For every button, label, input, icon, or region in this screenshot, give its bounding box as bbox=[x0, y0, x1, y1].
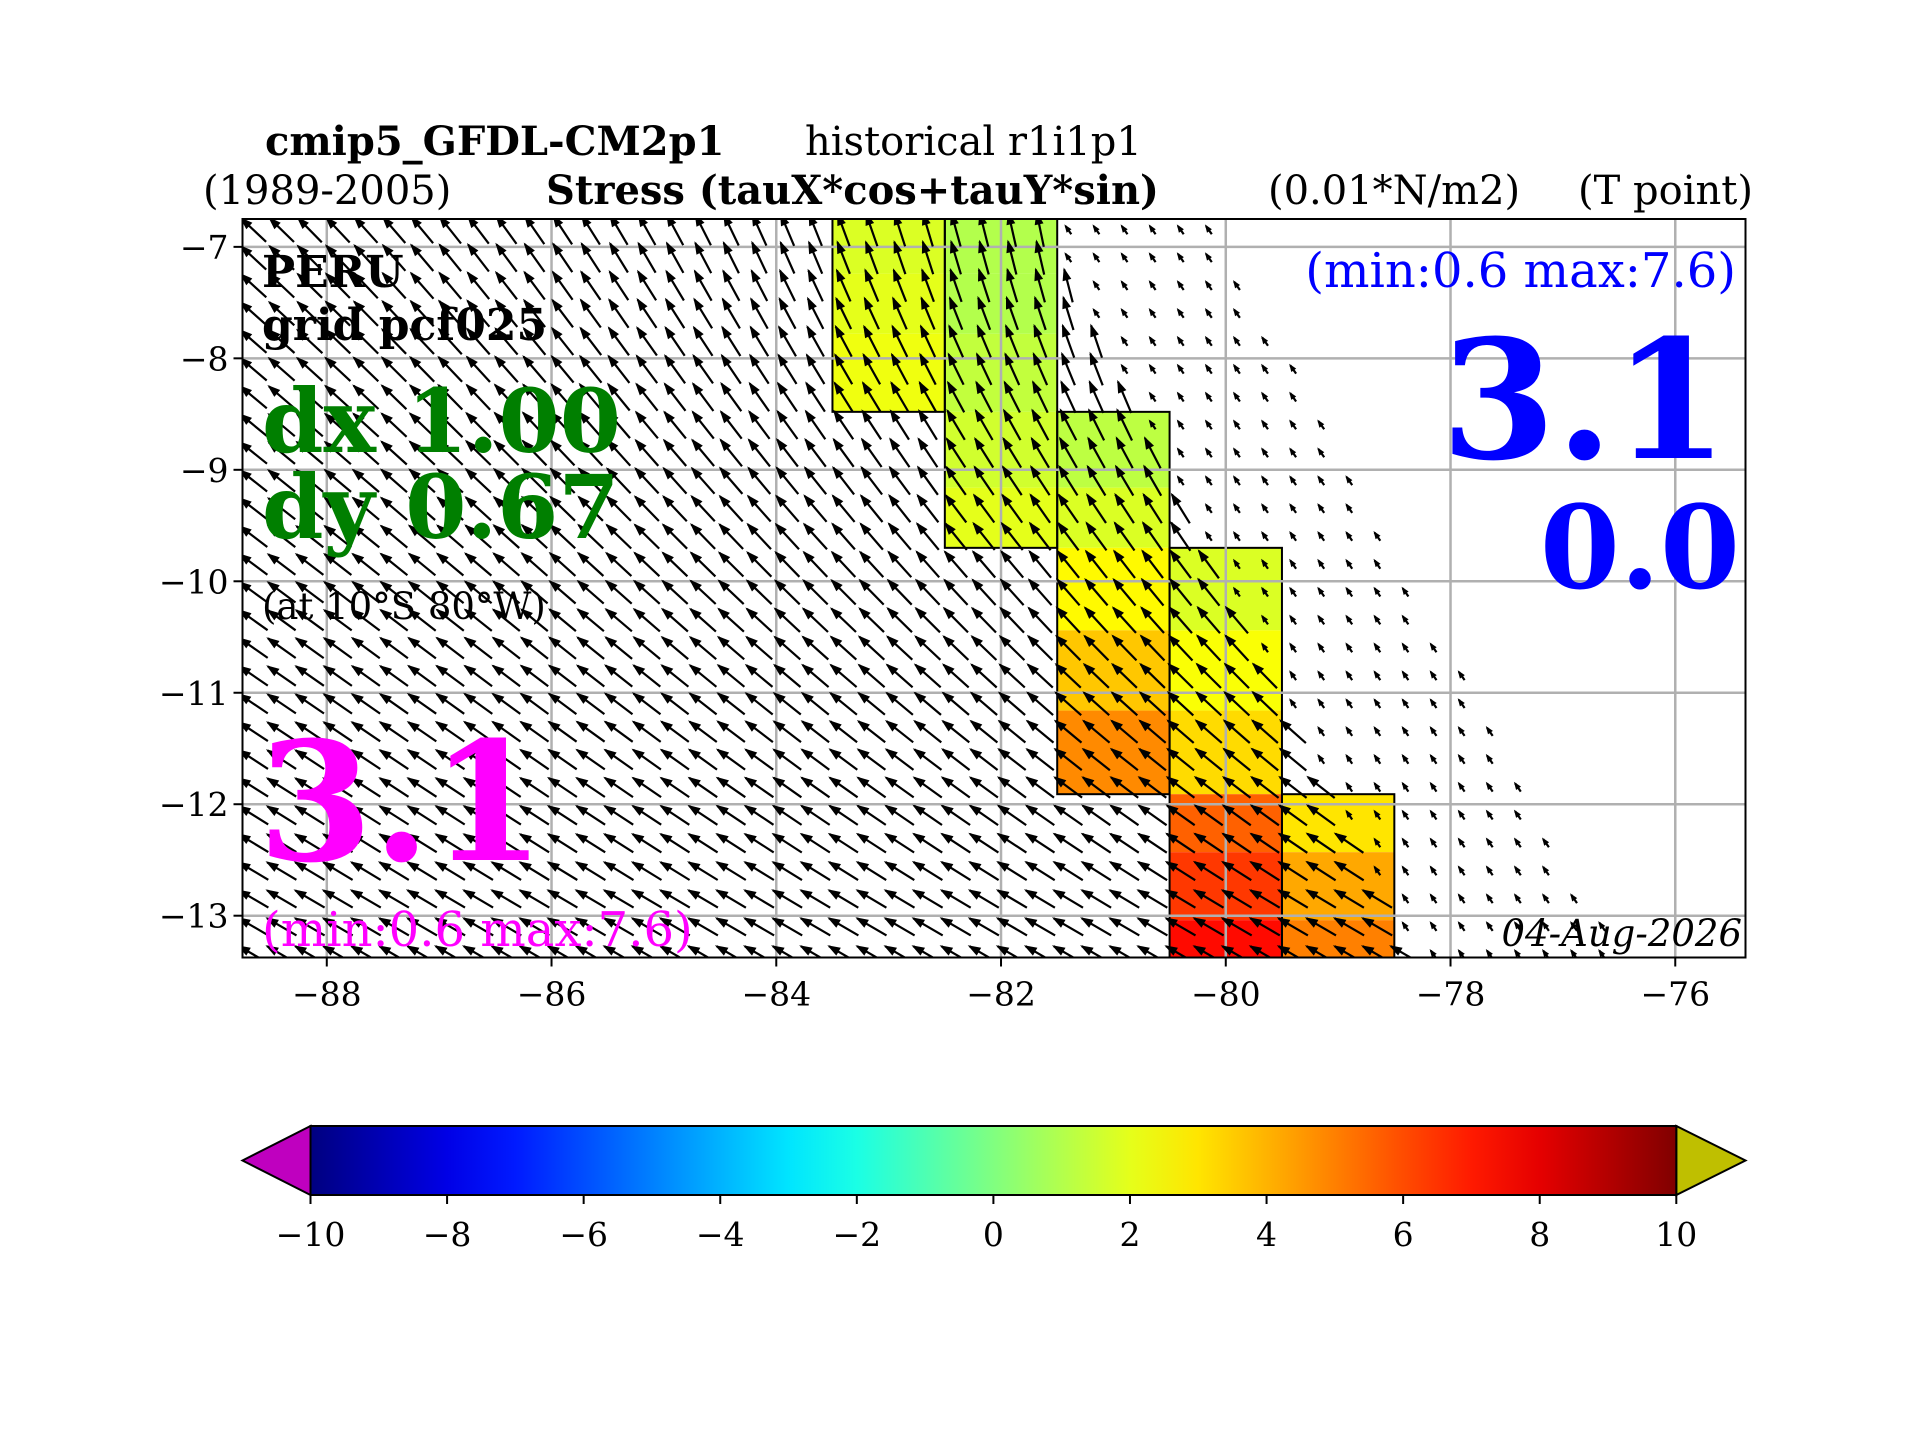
cell bbox=[832, 333, 945, 412]
overlay: −88 −86 −84 −82 −80 −78 −76−7−8−9−10−11−12−13P… bbox=[159, 218, 1748, 1254]
wind-arrow-heads bbox=[242, 219, 1606, 958]
date-label: 04-Aug-2026 bbox=[1502, 912, 1742, 955]
colorbar-tick-label: 8 bbox=[1529, 1215, 1550, 1254]
left-range: (min:0.6 max:7.6) bbox=[262, 902, 693, 958]
colorbar-tick-label: −4 bbox=[696, 1215, 745, 1254]
y-tick-label: −9 bbox=[180, 451, 229, 490]
title-units: (0.01*N/m2) bbox=[1268, 168, 1520, 214]
y-tick-label: −10 bbox=[159, 562, 229, 601]
colorbar-tick-label: 6 bbox=[1393, 1215, 1414, 1254]
title-variable: Stress (tauX*cos+tauY*sin) bbox=[546, 167, 1159, 214]
y-tick-label: −7 bbox=[180, 228, 229, 267]
colorbar-tick-label: −2 bbox=[832, 1215, 881, 1254]
plot-area bbox=[242, 219, 1746, 958]
x-tick-label: −82 bbox=[966, 975, 1036, 1014]
x-tick-label: −76 bbox=[1640, 975, 1710, 1014]
region-label: PERU bbox=[262, 247, 404, 298]
colorbar bbox=[309, 1125, 1678, 1196]
right-value-2: 0.0 bbox=[1540, 481, 1740, 616]
cell bbox=[1057, 547, 1170, 631]
x-tick-label: −86 bbox=[517, 975, 587, 1014]
x-tick-label: −80 bbox=[1191, 975, 1261, 1014]
y-tick-label: −13 bbox=[159, 897, 229, 936]
colorbar-tick-label: 0 bbox=[983, 1215, 1004, 1254]
left-value: 3.1 bbox=[258, 705, 545, 899]
cell bbox=[1057, 630, 1170, 711]
dy-label: dy 0.67 bbox=[262, 455, 620, 559]
x-tick-label: −88 bbox=[292, 975, 362, 1014]
title-period: (1989-2005) bbox=[203, 168, 451, 214]
y-tick-label: −12 bbox=[159, 785, 229, 824]
y-tick-label: −8 bbox=[180, 339, 229, 378]
dx-label: dx 1.00 bbox=[262, 369, 621, 473]
x-tick-label: −84 bbox=[741, 975, 811, 1014]
right-range: (min:0.6 max:7.6) bbox=[1305, 243, 1736, 299]
colorbar-tick-label: −10 bbox=[276, 1215, 346, 1254]
x-tick-label: −78 bbox=[1416, 975, 1486, 1014]
colorbar-tick-label: −6 bbox=[559, 1215, 608, 1254]
colorbar-tick-label: −8 bbox=[423, 1215, 472, 1254]
title-experiment: historical r1i1p1 bbox=[805, 119, 1142, 165]
cell-outline bbox=[1280, 793, 1396, 958]
colorbar-tick-label: 4 bbox=[1256, 1215, 1277, 1254]
colorbar-tick-label: 2 bbox=[1119, 1215, 1140, 1254]
right-value: 3.1 bbox=[1441, 303, 1728, 497]
location-label: (at 10°S 80°W) bbox=[262, 585, 546, 628]
colorbar-tick-label: 10 bbox=[1655, 1215, 1697, 1254]
grid-label: grid pcf025 bbox=[262, 300, 547, 351]
plot-frame bbox=[241, 218, 1747, 959]
title-point: (T point) bbox=[1578, 168, 1753, 214]
y-tick-label: −11 bbox=[159, 674, 229, 713]
title-model: cmip5_GFDL-CM2p1 bbox=[265, 118, 724, 165]
